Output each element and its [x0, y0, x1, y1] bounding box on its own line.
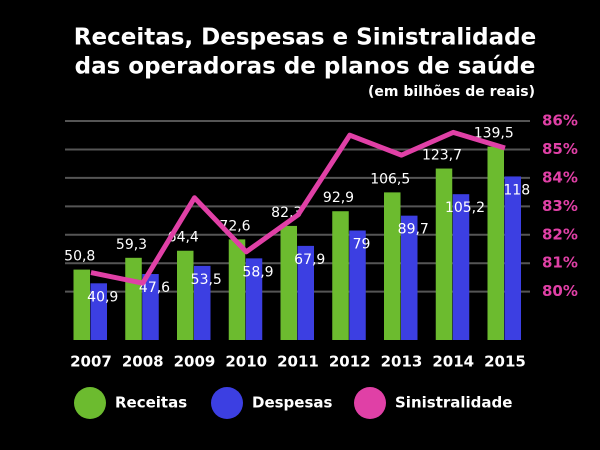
bar: [349, 230, 366, 340]
y2-tick-label: 80%: [542, 282, 578, 300]
bar: [384, 192, 401, 340]
line: [90, 129, 506, 286]
x-tick-label: 2010: [225, 353, 267, 371]
legend-label: Receitas: [115, 394, 187, 412]
legend-swatch: [354, 387, 386, 419]
y2-tick-label: 84%: [542, 168, 578, 186]
value-label: 106,5: [370, 171, 410, 187]
y2-tick-label: 85%: [542, 140, 578, 158]
legend-swatch: [74, 387, 106, 419]
chart-subtitle: (em bilhões de reais): [368, 84, 535, 100]
value-label: 67,9: [294, 252, 325, 268]
bar: [504, 176, 521, 340]
bar: [297, 245, 314, 340]
x-tick-label: 2014: [432, 353, 474, 371]
legend-label: Despesas: [252, 394, 333, 412]
x-tick-label: 2013: [381, 353, 423, 371]
bar: [177, 250, 194, 340]
x-tick-label: 2012: [329, 353, 371, 371]
bar: [280, 225, 297, 340]
x-tick-label: 2009: [174, 353, 216, 371]
legend-swatch: [211, 387, 243, 419]
x-tick-label: 2007: [70, 353, 112, 371]
value-label: 40,9: [87, 289, 118, 305]
y2-tick-label: 86%: [542, 112, 578, 130]
bar: [487, 146, 504, 340]
bar: [125, 257, 142, 340]
value-label: 92,9: [323, 190, 354, 206]
bar: [245, 258, 263, 340]
y2-tick-label: 81%: [542, 254, 578, 272]
bar: [401, 215, 418, 340]
x-tick-label: 2011: [277, 353, 319, 371]
chart-title: Receitas, Despesas e Sinistralidade: [74, 25, 536, 51]
value-label: 58,9: [242, 264, 273, 280]
y2-tick-label: 82%: [542, 225, 578, 243]
value-label: 79: [353, 237, 371, 253]
value-label: 50,8: [64, 249, 95, 265]
value-label: 105,2: [445, 200, 485, 216]
x-tick-label: 2015: [484, 353, 526, 371]
legend-label: Sinistralidade: [395, 394, 512, 412]
bar: [90, 283, 107, 340]
bar: [452, 194, 470, 340]
x-tick-label: 2008: [122, 353, 164, 371]
chart-title: das operadoras de planos de saúde: [75, 54, 536, 80]
value-label: 47,6: [139, 280, 170, 296]
bar: [194, 265, 211, 340]
value-label: 118: [503, 182, 530, 198]
bar: [142, 274, 159, 340]
y2-tick-label: 83%: [542, 197, 578, 215]
value-label: 59,3: [116, 237, 147, 253]
bar: [228, 239, 246, 340]
value-label: 53,5: [191, 272, 222, 288]
bar: [435, 168, 453, 340]
value-label: 139,5: [474, 126, 514, 142]
value-label: 89,7: [398, 222, 429, 238]
bar: [332, 211, 349, 340]
value-label: 123,7: [422, 148, 462, 164]
bar: [73, 269, 90, 340]
